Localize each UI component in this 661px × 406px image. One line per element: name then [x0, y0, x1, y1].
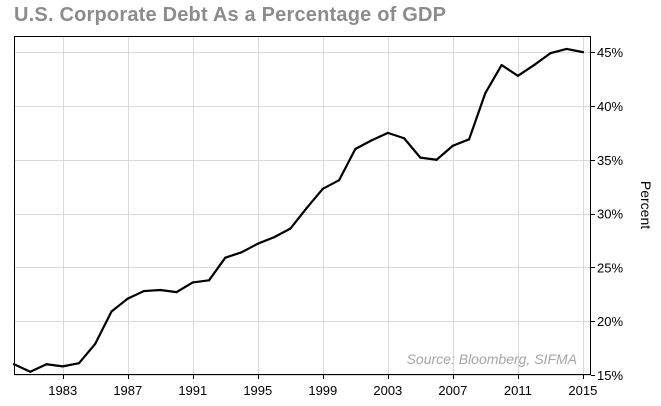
data-point	[402, 137, 406, 140]
y-tick-label: 45%	[597, 45, 623, 60]
y-tick-label: 25%	[597, 260, 623, 275]
data-point	[224, 256, 227, 259]
gridlines	[14, 36, 591, 376]
source-note: Source: Bloomberg, SIFMA	[407, 351, 577, 367]
y-tick-label: 20%	[597, 314, 623, 329]
plot-border	[14, 36, 591, 375]
data-point	[94, 342, 97, 345]
data-point	[500, 63, 503, 67]
y-tick-label: 35%	[597, 153, 623, 168]
data-points	[12, 47, 584, 373]
data-point	[386, 131, 389, 134]
data-point	[110, 310, 113, 313]
data-point	[321, 187, 324, 190]
data-point	[126, 297, 129, 300]
data-point	[354, 147, 357, 151]
plot-area	[14, 36, 591, 375]
data-point	[484, 91, 487, 95]
data-point	[370, 139, 373, 142]
data-point	[272, 236, 276, 239]
data-point	[159, 288, 162, 292]
x-tick-label: 1987	[113, 383, 142, 398]
data-point	[175, 291, 178, 294]
x-tick-label: 2007	[438, 383, 467, 398]
data-point	[29, 370, 32, 373]
data-point	[45, 363, 48, 366]
data-point	[533, 63, 536, 67]
data-point	[256, 242, 259, 245]
data-point	[565, 47, 568, 51]
data-point	[516, 74, 519, 77]
data-point	[419, 156, 422, 159]
data-point	[467, 138, 471, 141]
x-tick-label: 2011	[504, 383, 532, 398]
data-point	[142, 289, 146, 293]
data-point	[581, 51, 584, 54]
y-tick-label: 40%	[597, 99, 623, 114]
x-tick-label: 1995	[243, 383, 272, 398]
y-tick-label: 15%	[597, 368, 623, 383]
data-point	[191, 281, 194, 284]
x-tick-label: 1983	[48, 383, 77, 398]
data-point	[12, 363, 16, 366]
x-tick-label: 2003	[373, 383, 402, 398]
data-point	[240, 251, 243, 254]
data-point	[549, 52, 552, 55]
data-point	[207, 279, 211, 282]
data-point	[451, 144, 454, 147]
series-line	[12, 47, 584, 373]
data-point	[305, 207, 308, 210]
data-point	[77, 362, 81, 365]
x-axis-ticks: 1983 1987 1991 1995 1999 2003 2007 2011 2015	[48, 375, 597, 398]
data-point	[337, 179, 341, 182]
data-point	[435, 158, 438, 161]
y-tick-label: 30%	[597, 207, 623, 222]
x-tick-label: 2015	[568, 383, 597, 398]
x-tick-label: 1991	[178, 383, 207, 398]
y-axis-ticks: 15% 20% 25% 30% 35% 40% 45%	[591, 45, 623, 383]
y-axis-label: Percent	[638, 181, 654, 229]
data-point	[61, 365, 64, 368]
chart-title: U.S. Corporate Debt As a Percentage of G…	[14, 4, 447, 26]
data-point	[289, 227, 292, 230]
x-tick-label: 1999	[308, 383, 337, 398]
